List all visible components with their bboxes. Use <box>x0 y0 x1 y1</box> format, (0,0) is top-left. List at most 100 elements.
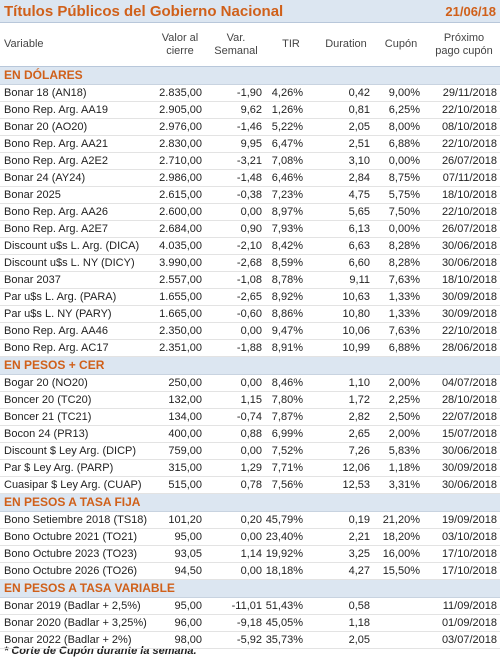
column-header: Cupón <box>384 38 418 50</box>
cell: 1,72 <box>348 394 370 406</box>
table-row <box>0 153 500 170</box>
section-header: EN DÓLARES <box>0 67 500 85</box>
cell: 2.976,00 <box>159 121 202 133</box>
cell: 18,20% <box>382 531 420 543</box>
cell: 2.615,00 <box>159 189 202 201</box>
cell: Bono Octubre 2021 (TO21) <box>4 531 138 543</box>
cell: Discount u$s L. Arg. (DICA) <box>4 240 140 252</box>
cell: 51,43% <box>265 600 303 612</box>
cell: 6,47% <box>271 138 303 150</box>
cell: 8,97% <box>271 206 303 218</box>
cell: 2,05 <box>348 634 370 646</box>
cell: Bono Setiembre 2018 (TS18) <box>4 514 148 526</box>
cell: 17/10/2018 <box>441 548 497 560</box>
cell: Cuasipar $ Ley Arg. (CUAP) <box>4 479 142 491</box>
cell: 93,05 <box>174 548 202 560</box>
cell: 0,20 <box>240 514 262 526</box>
cell: -0,60 <box>236 308 262 320</box>
cell: 4,27 <box>348 565 370 577</box>
table-row <box>0 204 500 221</box>
cell: 10,99 <box>342 342 370 354</box>
table-row <box>0 632 500 649</box>
cell: Bono Rep. Arg. AA19 <box>4 104 108 116</box>
cell: 0,58 <box>348 600 370 612</box>
cell: Bonar 2022 (Badlar + 2%) <box>4 634 132 646</box>
cell: Par u$s L. NY (PARY) <box>4 308 112 320</box>
cell: 6,99% <box>271 428 303 440</box>
cell: 18/10/2018 <box>441 189 497 201</box>
cell: 17/10/2018 <box>441 565 497 577</box>
table-row <box>0 102 500 119</box>
cell: 0,81 <box>348 104 370 116</box>
table-row <box>0 221 500 238</box>
cell: 8,28% <box>388 240 420 252</box>
cell: 7,26 <box>348 445 370 457</box>
cell: 2,51 <box>348 138 370 150</box>
cell: -2,68 <box>236 257 262 269</box>
cell: Bono Rep. Arg. A2E2 <box>4 155 108 167</box>
cell: 2.710,00 <box>159 155 202 167</box>
cell: 1,26% <box>271 104 303 116</box>
cell: -2,65 <box>236 291 262 303</box>
cell: 1,14 <box>240 548 262 560</box>
cell: 6,60 <box>348 257 370 269</box>
cell: 01/09/2018 <box>441 617 497 629</box>
cell: Discount u$s L. NY (DICY) <box>4 257 135 269</box>
cell: Bonar 2020 (Badlar + 3,25%) <box>4 617 147 629</box>
cell: 8,92% <box>271 291 303 303</box>
cell: 30/06/2018 <box>441 240 497 252</box>
cell: 19,92% <box>265 548 303 560</box>
cell: 96,00 <box>174 617 202 629</box>
cell: 19/09/2018 <box>441 514 497 526</box>
cell: 8,00% <box>388 121 420 133</box>
cell: 35,73% <box>265 634 303 646</box>
cell: Bono Octubre 2023 (TO23) <box>4 548 138 560</box>
table-row <box>0 460 500 477</box>
table-row <box>0 598 500 615</box>
cell: 12,06 <box>342 462 370 474</box>
cell: 30/09/2018 <box>441 308 497 320</box>
cell: 30/06/2018 <box>441 445 497 457</box>
cell: 28/10/2018 <box>441 394 497 406</box>
cell: 1,15 <box>240 394 262 406</box>
cell: -1,90 <box>236 87 262 99</box>
table-row <box>0 426 500 443</box>
table-row <box>0 409 500 426</box>
cell: 2,05 <box>348 121 370 133</box>
cell: 9,62 <box>240 104 262 116</box>
cell: 2.830,00 <box>159 138 202 150</box>
cell: 94,50 <box>174 565 202 577</box>
cell: Bono Rep. Arg. AA26 <box>4 206 108 218</box>
cell: 2.684,00 <box>159 223 202 235</box>
cell: 7,71% <box>271 462 303 474</box>
cell: 2.905,00 <box>159 104 202 116</box>
cell: 8,59% <box>271 257 303 269</box>
cell: 2.351,00 <box>159 342 202 354</box>
table-row <box>0 238 500 255</box>
cell: 18,18% <box>265 565 303 577</box>
cell: 2,65 <box>348 428 370 440</box>
cell: 0,00% <box>388 155 420 167</box>
cell: 134,00 <box>168 411 202 423</box>
cell: 0,88 <box>240 428 262 440</box>
cell: 2,21 <box>348 531 370 543</box>
cell: -0,74 <box>236 411 262 423</box>
column-header: Variable <box>4 38 44 50</box>
cell: 2,84 <box>348 172 370 184</box>
cell: 6,46% <box>271 172 303 184</box>
cell: Par u$s L. Arg. (PARA) <box>4 291 117 303</box>
cell: 9,47% <box>271 325 303 337</box>
table-row <box>0 187 500 204</box>
cell: 1.655,00 <box>159 291 202 303</box>
cell: 45,79% <box>265 514 303 526</box>
cell: 2.986,00 <box>159 172 202 184</box>
table-row <box>0 170 500 187</box>
column-header: Semanal <box>214 44 258 57</box>
cell: Bonar 2025 <box>4 189 61 201</box>
section-header: EN PESOS + CER <box>0 357 500 375</box>
cell: 11/09/2018 <box>442 600 497 612</box>
cell: 0,19 <box>348 514 370 526</box>
cell: 2.835,00 <box>159 87 202 99</box>
cell: Bonar 18 (AN18) <box>4 87 87 99</box>
